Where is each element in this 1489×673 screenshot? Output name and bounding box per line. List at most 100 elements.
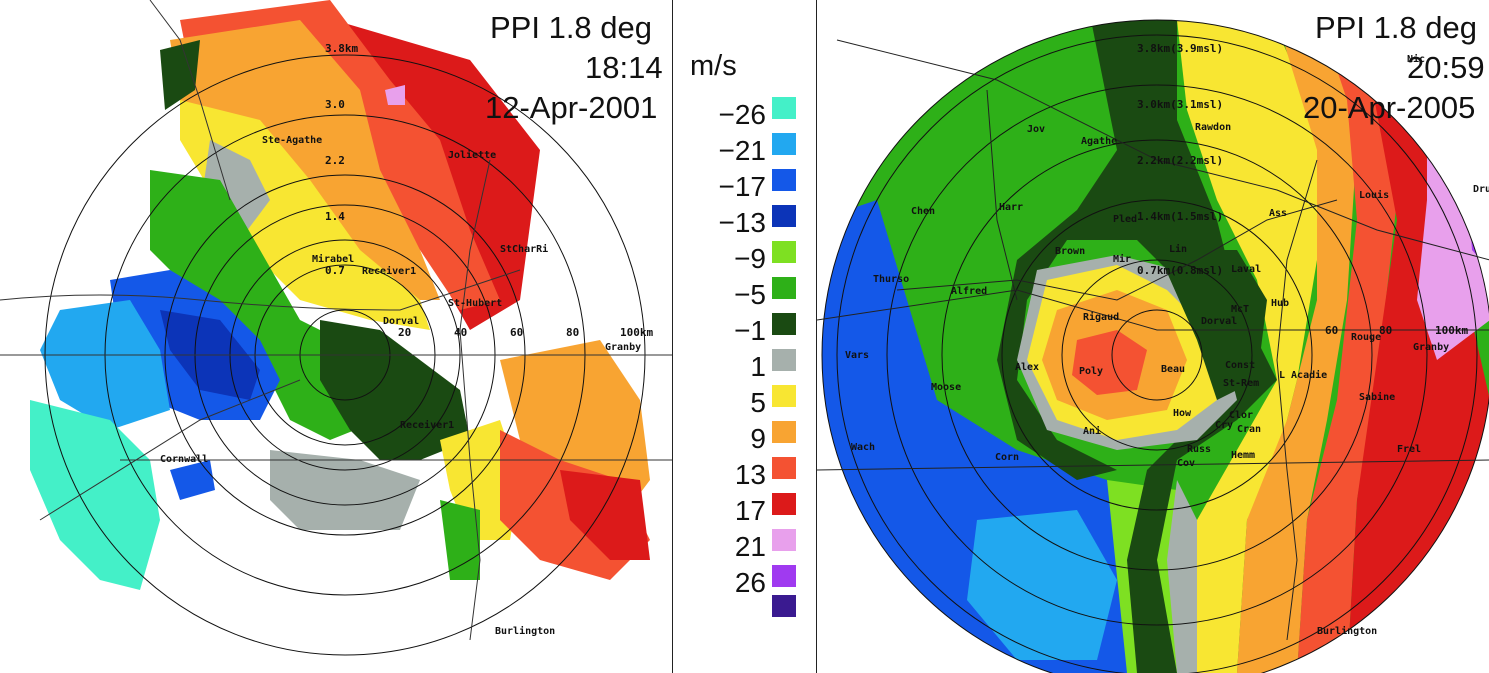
place-label: Harr: [999, 202, 1023, 213]
legend-swatch: [772, 241, 796, 263]
magenta-top: [385, 85, 405, 105]
legend-swatch: [772, 493, 796, 515]
legend-label: −17: [718, 171, 767, 202]
right-ring-labels: 3.8km(3.9msl) 3.0km(3.1msl) 2.2km(2.2msl…: [1137, 42, 1468, 337]
range-label: 80: [1379, 324, 1392, 337]
gray-south: [270, 450, 420, 530]
place-label: Louis: [1359, 189, 1389, 201]
place-label: Moose: [931, 382, 961, 393]
legend-label: 1: [750, 351, 766, 382]
right-date: 20-Apr-2005: [1303, 90, 1476, 125]
range-ring: [836, 34, 1478, 673]
left-velocity-field: [30, 0, 650, 590]
road-north: [149, 0, 231, 201]
legend-swatch: [772, 385, 796, 407]
dark-green-core: [1157, 250, 1267, 400]
river-ottawa: [0, 269, 521, 311]
legend-label: −13: [718, 207, 767, 238]
ring-label-38: 3.8km: [325, 42, 358, 55]
place-label: Ste-Agathe: [262, 135, 322, 146]
legend-row: 9: [680, 421, 810, 461]
place-label: Cornwall: [160, 454, 208, 465]
legend-label: 17: [734, 495, 766, 526]
place-label: Dorval: [383, 316, 419, 327]
left-time: 18:14: [585, 50, 663, 85]
range-label: 60: [1325, 324, 1338, 337]
place-label: Laval: [1231, 264, 1261, 275]
border-line: [817, 459, 1489, 471]
left-ring-labels: 3.8km 3.0 2.2 1.4 0.7 20 40 60 80 100km: [325, 42, 653, 339]
place-label: Dru: [1473, 184, 1489, 195]
legend-label: −9: [734, 243, 766, 274]
orange-east: [500, 340, 650, 520]
legend-label: −26: [718, 99, 767, 130]
legend-row: 1: [680, 349, 810, 389]
legend-row: 26: [680, 565, 810, 605]
place-label: Russ: [1187, 444, 1211, 455]
legend-label: 13: [734, 459, 766, 490]
place-label: Cov: [1177, 458, 1195, 469]
range-label-60: 60: [510, 326, 523, 339]
place-label: Mir: [1113, 253, 1131, 265]
right-title: PPI 1.8 deg: [1315, 10, 1478, 45]
place-label: Hub: [1271, 298, 1289, 309]
dark-green-top: [160, 40, 200, 110]
left-date: 12-Apr-2001: [485, 90, 658, 125]
place-label: Frel: [1397, 444, 1421, 455]
place-label: Wach: [851, 442, 875, 453]
place-label: Rigaud: [1083, 311, 1119, 323]
dark-red-east: [560, 470, 650, 560]
legend-swatch: [772, 169, 796, 191]
ring-label: 2.2km(2.2msl): [1137, 154, 1223, 167]
place-label: Jov: [1027, 124, 1045, 135]
left-radar-map: 3.8km 3.0 2.2 1.4 0.7 20 40 60 80 100km …: [0, 0, 672, 656]
place-label: Dorval: [1201, 316, 1237, 327]
ring-label-14: 1.4: [325, 210, 345, 223]
yellow-east: [1177, 20, 1317, 673]
place-label: Lin: [1169, 243, 1187, 255]
place-label: Rawdon: [1195, 122, 1231, 133]
legend-swatch: [772, 529, 796, 551]
place-label: Chen: [911, 206, 935, 217]
left-title: PPI 1.8 deg: [490, 10, 653, 45]
range-ring: [941, 139, 1373, 571]
legend-swatch: [772, 277, 796, 299]
place-label: Cran: [1237, 424, 1261, 435]
river-ottawa: [896, 199, 1338, 301]
legend-row: [680, 595, 810, 635]
place-label: Joliette: [448, 149, 496, 161]
place-label: Nic: [1407, 53, 1425, 65]
place-label: Corn: [995, 452, 1019, 463]
cyan-region: [30, 400, 160, 590]
place-label: Receiver1: [362, 265, 416, 277]
place-label: Sabine: [1359, 391, 1395, 403]
baseline: [817, 289, 1489, 331]
legend-row: 21: [680, 529, 810, 569]
legend-label: −1: [734, 315, 766, 346]
place-label: Agathe: [1081, 136, 1117, 147]
legend-label: −21: [718, 135, 767, 166]
ring-label: 0.7km(0.8msl): [1137, 264, 1223, 277]
legend-unit: m/s: [690, 50, 737, 82]
place-label: Thurso: [873, 274, 909, 285]
range-ring: [886, 84, 1428, 626]
river-richelieu: [1276, 159, 1318, 641]
place-label: Pled: [1113, 214, 1137, 225]
place-label: Mirabel: [312, 253, 354, 265]
legend-row: −1: [680, 313, 810, 353]
range-label-80: 80: [566, 326, 579, 339]
legend-swatch: [772, 595, 796, 617]
pink-east: [1417, 90, 1489, 360]
place-label: Poly: [1079, 366, 1103, 377]
place-label: Burlington: [495, 625, 555, 637]
legend-row: −21: [680, 133, 810, 173]
right-radar-map: 3.8km(3.9msl) 3.0km(3.1msl) 2.2km(2.2msl…: [817, 19, 1489, 673]
place-label: Granby: [1413, 342, 1449, 353]
boundary-line: [836, 39, 1489, 261]
place-label: Receiver1: [400, 419, 454, 431]
place-label: Burlington: [1317, 625, 1377, 637]
place-label: McT: [1231, 304, 1249, 315]
legend-row: −13: [680, 205, 810, 245]
place-label: Granby: [605, 342, 641, 353]
legend-swatch: [772, 421, 796, 443]
